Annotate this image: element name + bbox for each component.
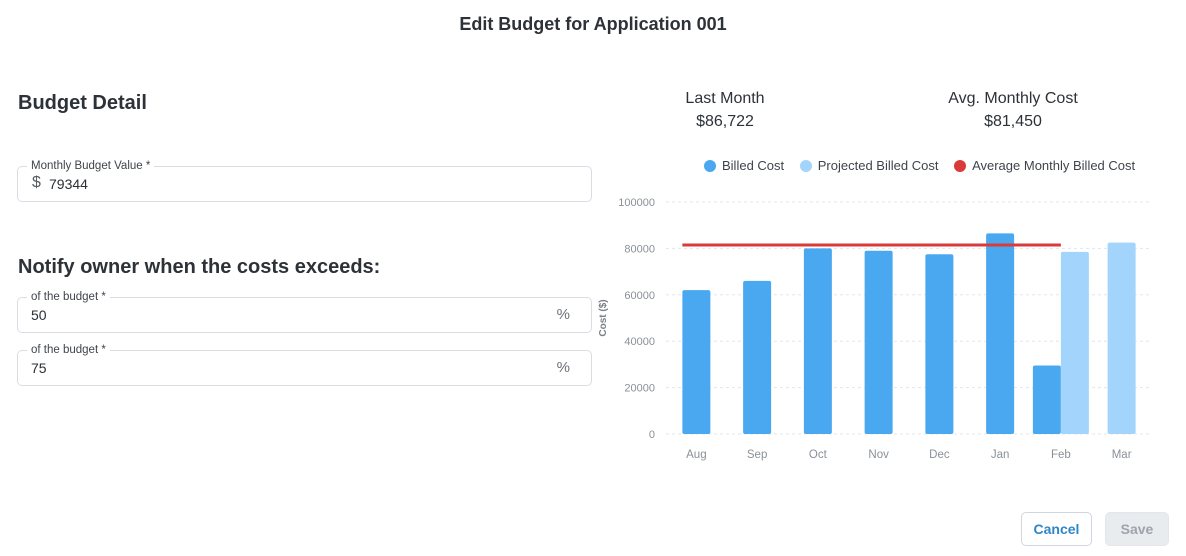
bar-billed-cost: [743, 280, 772, 434]
cost-bar-chart: 100000 80000 60000 40000 20000 0 Cost ($) Aug Se…: [598, 197, 1152, 461]
bar-billed-cost: [803, 248, 832, 434]
legend-projected[interactable]: Projected Billed Cost: [799, 158, 939, 173]
bar-billed-cost: [1032, 365, 1061, 434]
x-tick-label: Oct: [809, 449, 828, 461]
x-tick-label: Jan: [991, 449, 1010, 461]
x-tick-label: Sep: [747, 449, 767, 461]
legend-billed[interactable]: Billed Cost: [704, 158, 784, 173]
legend-average-swatch: [954, 160, 967, 172]
y-tick-label: 80000: [624, 243, 655, 255]
bar-billed-cost: [682, 290, 711, 434]
budget-detail-heading: Budget Detail: [18, 92, 147, 114]
threshold-label: of the budget *: [27, 289, 110, 305]
legend-average[interactable]: Average Monthly Billed Cost: [954, 158, 1135, 173]
dollar-icon: $: [32, 174, 41, 191]
y-tick-label: 40000: [624, 336, 655, 348]
legend-billed-swatch: [704, 160, 716, 172]
threshold-value[interactable]: 50: [31, 307, 47, 323]
bar-billed-cost: [925, 254, 954, 434]
legend-projected-label: Projected Billed Cost: [817, 158, 939, 173]
percent-icon: %: [556, 359, 570, 376]
monthly-budget-value[interactable]: 79344: [49, 176, 88, 192]
bar-projected-cost: [1060, 251, 1089, 434]
x-tick-label: Aug: [686, 449, 706, 461]
legend-projected-swatch: [799, 160, 812, 172]
y-axis-label: Cost ($): [598, 299, 609, 336]
notify-heading: Notify owner when the costs exceeds:: [18, 256, 381, 278]
save-button[interactable]: Save: [1105, 512, 1169, 546]
threshold-value[interactable]: 75: [31, 360, 47, 376]
threshold-field-2[interactable]: of the budget * 75 %: [17, 342, 592, 386]
y-tick-label: 60000: [624, 290, 655, 302]
monthly-budget-label: Monthly Budget Value *: [27, 158, 155, 174]
chart-legend: Billed Cost Projected Billed Cost Averag…: [704, 158, 1147, 173]
avg-monthly-stat: Avg. Monthly Cost $81,450: [903, 90, 1123, 131]
monthly-budget-field[interactable]: Monthly Budget Value * $ 79344: [17, 158, 592, 202]
last-month-stat: Last Month $86,722: [615, 90, 835, 131]
bar-billed-cost: [986, 233, 1015, 434]
last-month-label: Last Month: [685, 90, 765, 107]
avg-monthly-value: $81,450: [984, 113, 1042, 130]
cancel-button[interactable]: Cancel: [1021, 512, 1092, 546]
x-tick-label: Feb: [1051, 449, 1071, 461]
threshold-field-1[interactable]: of the budget * 50 %: [17, 289, 592, 333]
percent-icon: %: [556, 306, 570, 323]
y-tick-label: 20000: [624, 383, 655, 395]
bar-billed-cost: [864, 250, 893, 434]
y-tick-label: 0: [649, 429, 655, 441]
dialog-title: Edit Budget for Application 001: [459, 14, 727, 34]
avg-monthly-label: Avg. Monthly Cost: [948, 90, 1078, 107]
last-month-value: $86,722: [696, 113, 754, 130]
x-tick-label: Mar: [1112, 449, 1132, 461]
legend-average-label: Average Monthly Billed Cost: [972, 158, 1136, 173]
x-tick-label: Dec: [929, 449, 950, 461]
x-tick-label: Nov: [868, 449, 889, 461]
bar-projected-cost: [1107, 242, 1136, 434]
threshold-label: of the budget *: [27, 342, 110, 358]
y-tick-label: 100000: [618, 197, 655, 209]
legend-billed-label: Billed Cost: [722, 158, 785, 173]
